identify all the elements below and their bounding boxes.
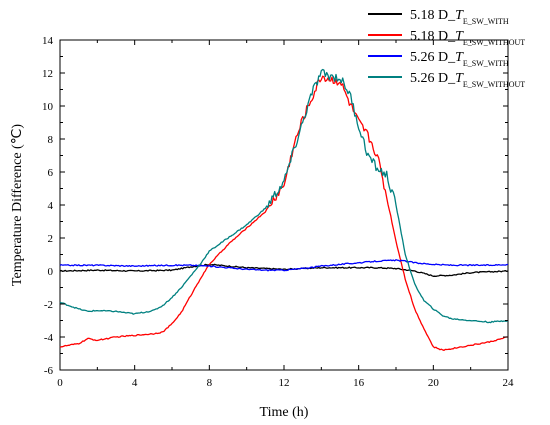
plot-border: [59, 39, 509, 371]
legend-label-italic: T: [455, 50, 464, 65]
legend-label-main: 5.26 D_: [410, 71, 456, 86]
legend-label-main: 5.26 D_: [410, 50, 456, 65]
y-tick-label: 10: [42, 101, 54, 113]
x-tick-label: 20: [428, 377, 440, 389]
legend-label: 5.26 D_TE_SW_WITH: [410, 50, 509, 68]
x-tick-label: 16: [353, 377, 365, 389]
x-tick-label: 8: [207, 377, 213, 389]
x-tick-label: 24: [503, 377, 515, 389]
legend-label-main: 5.18 D_: [410, 29, 456, 44]
y-axis-title: Temperature Difference (℃): [10, 124, 25, 287]
y-tick-label: 6: [48, 167, 54, 179]
legend-label-subscript: E_SW_WITHOUT: [463, 80, 525, 89]
legend-label: 5.26 D_TE_SW_WITHOUT: [410, 71, 525, 89]
plot-frame: [59, 39, 509, 371]
y-tick-label: 8: [48, 134, 54, 146]
x-tick-label: 12: [279, 377, 290, 389]
legend-label: 5.18 D_TE_SW_WITH: [410, 8, 509, 26]
series-line-2: [59, 75, 508, 352]
legend-label-subscript: E_SW_WITH: [463, 17, 509, 26]
legend-item-4: 5.26 D_TE_SW_WITHOUT: [368, 71, 525, 89]
y-tick-label: -4: [44, 332, 54, 344]
series-line-3: [59, 259, 509, 272]
legend-label-main: 5.18 D_: [410, 8, 456, 23]
legend-item-1: 5.18 D_TE_SW_WITH: [368, 8, 509, 26]
x-tick-label: 0: [57, 377, 63, 389]
legend-label-italic: T: [455, 71, 464, 86]
legend-item-3: 5.26 D_TE_SW_WITH: [368, 50, 509, 68]
legend-label-subscript: E_SW_WITHOUT: [463, 38, 525, 47]
legend-label-italic: T: [455, 29, 464, 44]
series-line-4: [59, 68, 509, 324]
y-tick-label: 2: [48, 233, 54, 245]
series-line-1: [59, 263, 509, 278]
legend-label-subscript: E_SW_WITH: [463, 59, 509, 68]
series-lines: [59, 68, 509, 352]
legend-label-italic: T: [455, 8, 464, 23]
legend-label: 5.18 D_TE_SW_WITHOUT: [410, 29, 525, 47]
y-tick-label: -6: [44, 365, 54, 377]
y-tick-label: -2: [44, 299, 53, 311]
x-axis-title: Time (h): [260, 405, 309, 420]
y-tick-label: 12: [42, 68, 53, 80]
y-tick-label: 0: [48, 266, 54, 278]
y-tick-label: 14: [42, 35, 54, 47]
x-tick-label: 4: [132, 377, 138, 389]
legend-item-2: 5.18 D_TE_SW_WITHOUT: [368, 29, 525, 47]
y-tick-label: 4: [48, 200, 54, 212]
